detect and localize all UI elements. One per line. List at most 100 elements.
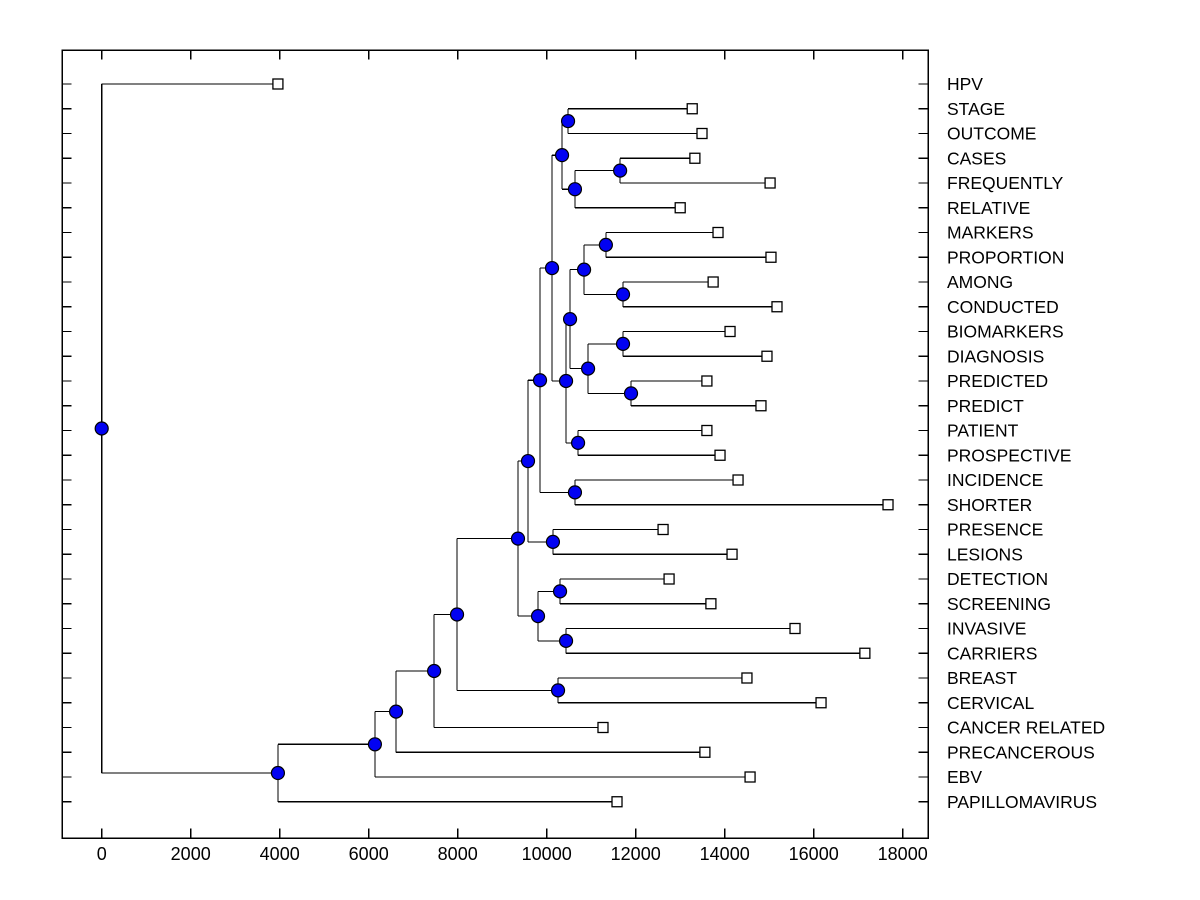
leaf-label[interactable]: RELATIVE xyxy=(947,198,1030,218)
leaf-label[interactable]: EBV xyxy=(947,767,982,787)
x-tick-label: 2000 xyxy=(171,844,211,864)
leaf-marker[interactable] xyxy=(765,251,777,263)
leaf-marker[interactable] xyxy=(732,474,744,486)
internal-node-marker[interactable] xyxy=(545,534,561,549)
leaf-marker[interactable] xyxy=(789,622,801,635)
internal-node-marker[interactable] xyxy=(530,609,546,624)
internal-node-marker[interactable] xyxy=(94,421,109,436)
leaf-marker[interactable] xyxy=(724,325,736,338)
leaf-label[interactable]: MARKERS xyxy=(947,223,1034,243)
leaf-label[interactable]: STAGE xyxy=(947,99,1005,119)
leaf-label[interactable]: PAPILLOMAVIRUS xyxy=(947,792,1097,812)
internal-node-marker[interactable] xyxy=(427,663,442,679)
leaf-label[interactable]: AMONG xyxy=(947,272,1013,292)
leaf-label[interactable]: CASES xyxy=(947,148,1006,168)
leaf-marker[interactable] xyxy=(815,697,827,709)
leaf-marker[interactable] xyxy=(705,598,717,610)
internal-node-marker[interactable] xyxy=(580,361,596,376)
internal-node-marker[interactable] xyxy=(567,485,583,500)
leaf-marker[interactable] xyxy=(714,449,726,461)
internal-node-marker[interactable] xyxy=(449,607,465,622)
leaf-marker[interactable] xyxy=(771,301,783,313)
leaf-label[interactable]: FREQUENTLY xyxy=(947,173,1064,193)
leaf-marker[interactable] xyxy=(712,226,724,239)
leaf-label[interactable]: LESIONS xyxy=(947,544,1023,564)
leaf-marker[interactable] xyxy=(701,375,713,387)
leaf-marker[interactable] xyxy=(701,424,713,437)
leaf-marker[interactable] xyxy=(744,771,756,783)
leaf-label[interactable]: SCREENING xyxy=(947,594,1051,614)
leaf-marker[interactable] xyxy=(674,202,686,214)
internal-node-marker[interactable] xyxy=(520,453,536,469)
leaf-label[interactable]: CARRIERS xyxy=(947,643,1037,663)
leaf-marker[interactable] xyxy=(761,350,773,362)
x-tick-label: 10000 xyxy=(522,844,572,864)
internal-node-marker[interactable] xyxy=(558,373,574,389)
x-tick-label: 14000 xyxy=(700,844,750,864)
leaf-marker[interactable] xyxy=(657,523,669,536)
leaf-marker[interactable] xyxy=(686,103,698,115)
leaf-label[interactable]: PROPORTION xyxy=(947,247,1064,267)
internal-node-marker[interactable] xyxy=(367,737,383,752)
internal-node-marker[interactable] xyxy=(562,312,578,327)
leaf-marker[interactable] xyxy=(764,177,776,189)
internal-node-marker[interactable] xyxy=(560,114,576,129)
leaf-label[interactable]: BIOMARKERS xyxy=(947,322,1064,342)
leaf-label[interactable]: HPV xyxy=(947,74,983,94)
internal-node-marker[interactable] xyxy=(270,765,286,781)
leaf-label[interactable]: PROSPECTIVE xyxy=(947,445,1071,465)
plot-box xyxy=(61,49,929,839)
internal-node-marker[interactable] xyxy=(544,260,560,276)
internal-node-marker[interactable] xyxy=(558,633,574,648)
internal-node-marker[interactable] xyxy=(576,262,592,277)
leaf-marker[interactable] xyxy=(597,721,609,734)
internal-node-marker[interactable] xyxy=(550,683,566,698)
leaf-marker[interactable] xyxy=(859,647,871,659)
leaf-marker[interactable] xyxy=(726,548,738,560)
leaf-label[interactable]: PRESENCE xyxy=(947,520,1043,540)
internal-node-marker[interactable] xyxy=(623,386,639,401)
leaf-label[interactable]: SHORTER xyxy=(947,495,1032,515)
leaf-label[interactable]: CANCER RELATED xyxy=(947,718,1105,738)
leaf-marker[interactable] xyxy=(707,276,719,288)
leaf-marker[interactable] xyxy=(699,746,711,758)
leaf-label[interactable]: INVASIVE xyxy=(947,619,1026,639)
leaf-label[interactable]: PREDICT xyxy=(947,396,1024,416)
internal-node-marker[interactable] xyxy=(598,237,613,252)
internal-node-marker[interactable] xyxy=(510,531,526,546)
internal-node-marker[interactable] xyxy=(615,336,631,351)
x-tick-label: 12000 xyxy=(611,844,661,864)
leaf-label[interactable]: INCIDENCE xyxy=(947,470,1043,490)
internal-node-marker[interactable] xyxy=(552,584,568,599)
leaf-marker[interactable] xyxy=(663,573,675,585)
x-tick-label: 0 xyxy=(97,844,107,864)
internal-node-marker[interactable] xyxy=(615,287,631,302)
internal-node-marker[interactable] xyxy=(570,435,586,450)
internal-node-marker[interactable] xyxy=(388,704,404,719)
leaf-label[interactable]: OUTCOME xyxy=(947,124,1036,144)
leaf-marker[interactable] xyxy=(272,78,284,90)
leaf-label[interactable]: DIAGNOSIS xyxy=(947,346,1044,366)
leaf-marker[interactable] xyxy=(696,127,708,140)
leaf-marker[interactable] xyxy=(755,400,767,412)
x-tick-label: 18000 xyxy=(878,844,928,864)
leaf-marker[interactable] xyxy=(611,796,623,808)
leaf-label[interactable]: CERVICAL xyxy=(947,693,1034,713)
leaf-marker[interactable] xyxy=(741,672,753,684)
leaf-label[interactable]: PATIENT xyxy=(947,421,1019,441)
leaf-label[interactable]: PRECANCEROUS xyxy=(947,742,1095,762)
leaf-label[interactable]: CONDUCTED xyxy=(947,297,1059,317)
x-tick-label: 8000 xyxy=(438,844,478,864)
leaf-marker[interactable] xyxy=(882,499,894,511)
internal-node-marker[interactable] xyxy=(613,163,628,178)
leaf-label[interactable]: PREDICTED xyxy=(947,371,1048,391)
x-tick-label: 16000 xyxy=(789,844,839,864)
internal-node-marker[interactable] xyxy=(532,373,548,388)
internal-node-marker[interactable] xyxy=(554,148,570,163)
leaf-marker[interactable] xyxy=(689,152,701,164)
leaf-label[interactable]: BREAST xyxy=(947,668,1017,688)
leaf-label[interactable]: DETECTION xyxy=(947,569,1048,589)
internal-node-marker[interactable] xyxy=(567,182,583,197)
